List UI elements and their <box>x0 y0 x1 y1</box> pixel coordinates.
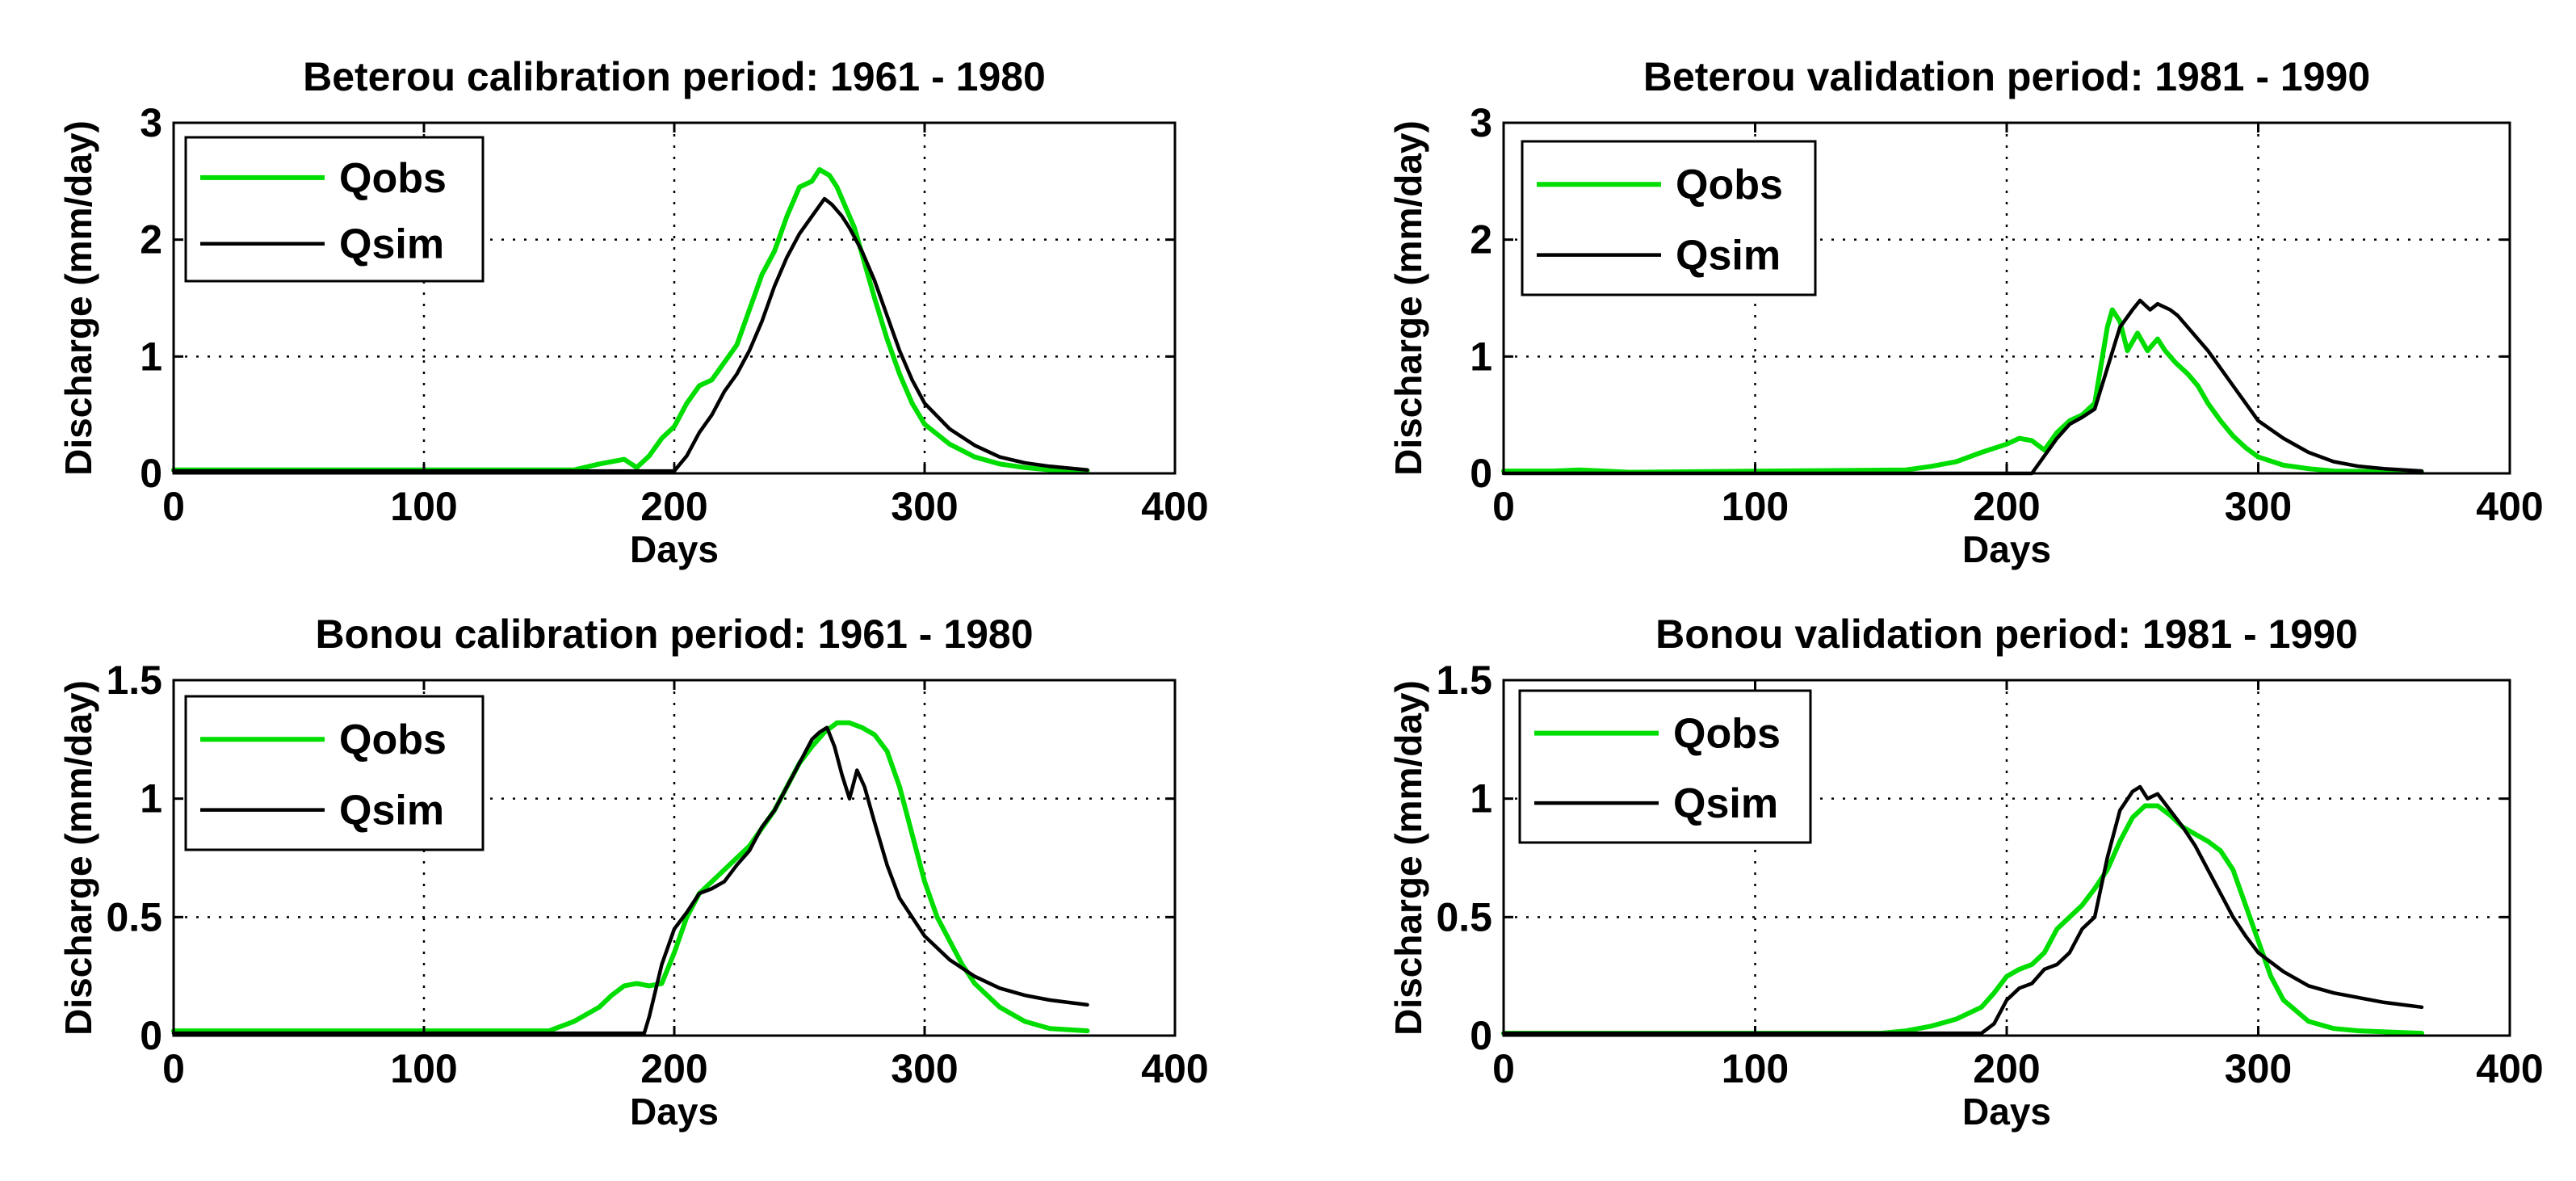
series-line-qobs <box>1501 307 2424 475</box>
y-tick-label: 1 <box>140 334 162 379</box>
x-tick-label: 400 <box>1141 1046 1208 1091</box>
legend: Qobs Qsim <box>184 695 485 851</box>
y-tick-label: 1.5 <box>1436 658 1492 703</box>
y-tick-label: 3 <box>140 100 162 145</box>
y-tick-label: 2 <box>1470 217 1492 263</box>
legend: Qobs Qsim <box>184 136 485 283</box>
y-tick-label: 0.5 <box>106 894 162 939</box>
x-axis-label: Days <box>630 528 719 570</box>
legend-label-qobs: Qobs <box>339 717 447 763</box>
subplot-bonou-validation: 0 100 200 300 400 0 0.5 1 1.5 Bonou validation pe… <box>1387 612 2544 1133</box>
x-tick-label: 200 <box>1973 484 2040 529</box>
legend-box <box>1518 689 1812 844</box>
chart-title: Beterou calibration period: 1961 - 1980 <box>303 54 1046 99</box>
subplot-beterou-validation: 0 100 200 300 400 0 1 2 3 Beterou validation peri… <box>1387 54 2544 570</box>
x-tick-label: 0 <box>1492 484 1515 529</box>
y-tick-label: 1 <box>140 776 162 822</box>
chart-title: Beterou validation period: 1981 - 1990 <box>1643 54 2370 99</box>
legend-box <box>184 136 485 283</box>
series-line-qobs <box>171 166 1090 474</box>
legend: Qobs Qsim <box>1521 140 1817 296</box>
y-axis-label: Discharge (mm/day) <box>1387 680 1429 1036</box>
legend-box <box>1521 140 1817 296</box>
series-line-qsim <box>1501 784 2424 1036</box>
subplot-beterou-calibration: 0 100 200 300 400 0 1 2 3 Beterou calibration per… <box>57 54 1209 570</box>
y-axis-label: Discharge (mm/day) <box>57 120 99 476</box>
legend-label-qobs: Qobs <box>1676 162 1783 208</box>
x-tick-label: 400 <box>2476 1046 2543 1091</box>
x-tick-label: 300 <box>891 484 958 529</box>
x-tick-label: 100 <box>1722 484 1789 529</box>
series-line-qsim <box>171 196 1089 473</box>
chart-title: Bonou validation period: 1981 - 1990 <box>1655 612 2358 657</box>
x-tick-label: 0 <box>162 1046 185 1091</box>
legend-box <box>184 695 485 851</box>
y-tick-label: 0 <box>1470 1013 1492 1058</box>
x-axis-label: Days <box>630 1091 719 1133</box>
y-tick-label: 0 <box>140 1013 162 1058</box>
y-tick-label: 2 <box>140 217 162 263</box>
y-tick-label: 1 <box>1470 334 1492 379</box>
y-axis-label: Discharge (mm/day) <box>57 680 99 1036</box>
x-tick-label: 0 <box>162 484 185 529</box>
x-tick-label: 200 <box>640 484 707 529</box>
x-axis-label: Days <box>1962 1091 2051 1133</box>
y-tick-label: 1 <box>1470 776 1492 822</box>
x-axis-label: Days <box>1962 528 2051 570</box>
x-tick-label: 300 <box>2225 484 2292 529</box>
series-line-qobs <box>171 720 1090 1034</box>
legend-label-qobs: Qobs <box>339 155 447 202</box>
legend-label-qsim: Qsim <box>339 221 444 268</box>
x-tick-label: 300 <box>2225 1046 2292 1091</box>
x-tick-label: 400 <box>2476 484 2543 529</box>
subplot-bonou-calibration: 0 100 200 300 400 0 0.5 1 1.5 Bonou calibration p… <box>57 612 1209 1133</box>
y-tick-label: 3 <box>1470 100 1492 145</box>
y-tick-label: 0 <box>1470 451 1492 496</box>
series-line-qsim <box>171 725 1089 1036</box>
y-tick-label: 1.5 <box>106 658 162 703</box>
x-tick-label: 200 <box>1973 1046 2040 1091</box>
series-line-qsim <box>1501 298 2424 476</box>
legend-label-qsim: Qsim <box>1676 233 1781 279</box>
x-tick-label: 300 <box>891 1046 958 1091</box>
x-tick-label: 400 <box>1141 484 1208 529</box>
legend: Qobs Qsim <box>1518 689 1812 844</box>
x-tick-label: 0 <box>1492 1046 1515 1091</box>
x-tick-label: 200 <box>640 1046 707 1091</box>
y-tick-label: 0 <box>140 451 162 496</box>
y-axis-label: Discharge (mm/day) <box>1387 120 1429 476</box>
chart-title: Bonou calibration period: 1961 - 1980 <box>315 612 1033 657</box>
legend-label-qobs: Qobs <box>1673 711 1781 758</box>
x-tick-label: 100 <box>390 484 457 529</box>
x-tick-label: 100 <box>1722 1046 1789 1091</box>
legend-label-qsim: Qsim <box>1673 780 1778 827</box>
y-tick-label: 0.5 <box>1436 894 1492 939</box>
legend-label-qsim: Qsim <box>339 788 444 834</box>
x-tick-label: 100 <box>390 1046 457 1091</box>
